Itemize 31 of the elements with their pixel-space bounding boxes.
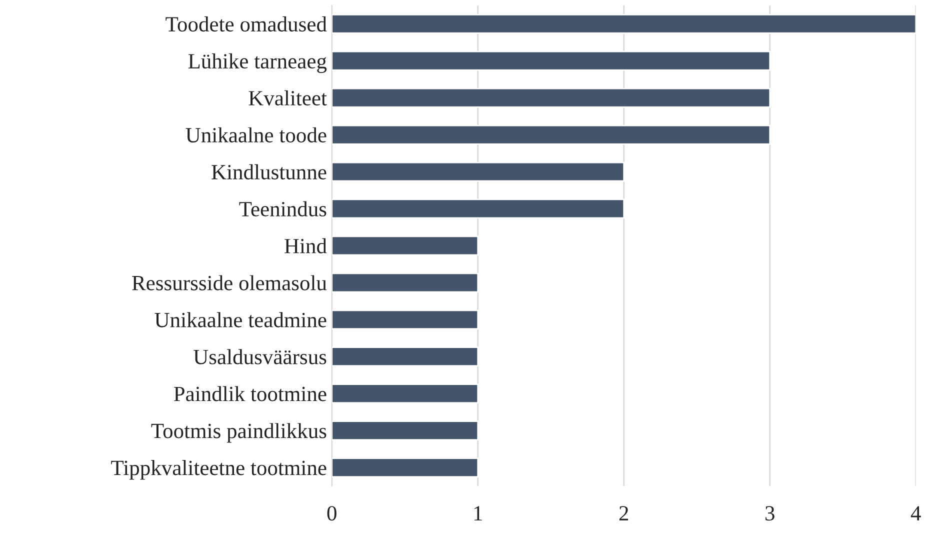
bar <box>332 50 771 71</box>
bar <box>332 272 479 293</box>
bar <box>332 384 479 404</box>
bar <box>332 346 479 367</box>
y-tick-label: Hind <box>284 238 327 254</box>
bar <box>332 124 771 145</box>
y-tick-label: Usaldusväärsus <box>194 349 326 364</box>
bar <box>332 236 479 256</box>
bar <box>332 162 625 182</box>
x-tick-label: 1 <box>474 506 482 520</box>
y-tick-label: Ressursside olemasolu <box>132 275 327 290</box>
bar <box>332 420 479 440</box>
bar <box>332 310 479 330</box>
bar <box>332 88 771 108</box>
x-tick-label: 4 <box>910 506 921 520</box>
y-tick-label: Kvaliteet <box>248 90 327 106</box>
y-tick-label: Paindlik tootmine <box>174 386 326 402</box>
x-tick-label: 0 <box>327 506 336 521</box>
x-tick-label: 2 <box>619 506 628 520</box>
y-tick-label: Unikaalne teadmine <box>154 312 326 328</box>
y-tick-label: Teenindus <box>239 201 326 216</box>
y-tick-label: Unikaalne toode <box>186 127 326 142</box>
bar <box>332 458 479 478</box>
y-tick-label: Lühike tarneaeg <box>188 53 327 73</box>
y-tick-label: Tippkvaliteetne tootmine <box>111 460 326 480</box>
y-tick-label: Tootmis paindlikkus <box>151 423 326 443</box>
bar <box>332 14 916 34</box>
x-tick-label: 3 <box>766 506 774 521</box>
y-tick-label: Kindlustunne <box>212 164 326 180</box>
bar <box>332 198 625 219</box>
y-tick-label: Toodete omadused <box>166 16 327 32</box>
